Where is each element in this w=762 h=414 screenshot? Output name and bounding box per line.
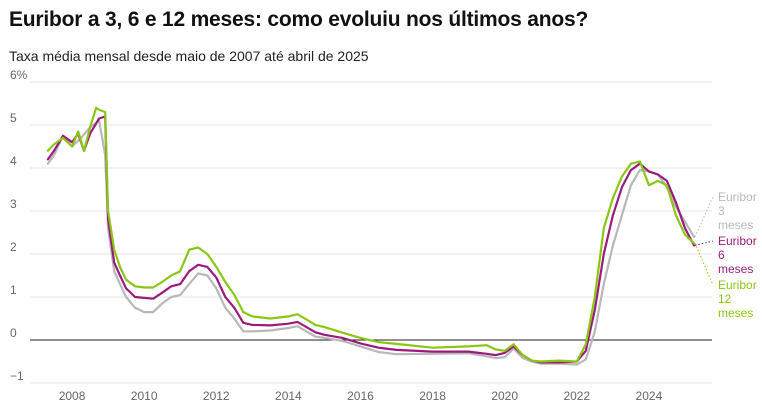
series-label-euribor-12-meses: Euribor 12 meses bbox=[718, 278, 757, 320]
series-label-line: meses bbox=[718, 306, 753, 320]
x-tick-label: 2008 bbox=[59, 389, 86, 403]
series-label-euribor-3-meses: Euribor 3 meses bbox=[718, 190, 757, 232]
series-label-euribor-6-meses: Euribor 6 meses bbox=[718, 234, 757, 276]
x-tick-label: 2016 bbox=[347, 389, 374, 403]
chart-title: Euribor a 3, 6 e 12 meses: como evoluiu … bbox=[9, 8, 589, 31]
x-tick-label: 2020 bbox=[491, 389, 518, 403]
y-tick-label: −1 bbox=[10, 369, 24, 383]
y-tick-label: 2 bbox=[10, 240, 17, 254]
x-tick-label: 2010 bbox=[131, 389, 158, 403]
y-tick-label: 0 bbox=[10, 326, 17, 340]
series-line-euribor-12-meses bbox=[46, 106, 696, 363]
x-tick-label: 2014 bbox=[275, 389, 302, 403]
series-label-leader bbox=[694, 240, 714, 246]
series-label-line: Euribor bbox=[718, 278, 757, 292]
series-label-line: 6 bbox=[718, 248, 725, 262]
x-tick-label: 2024 bbox=[636, 389, 663, 403]
chart-subtitle: Taxa média mensal desde maio de 2007 até… bbox=[9, 48, 369, 64]
series-label-line: Euribor bbox=[718, 190, 757, 204]
series-label-line: 12 bbox=[718, 292, 732, 306]
series-line-euribor-3-meses bbox=[46, 119, 696, 366]
y-tick-label: 5 bbox=[10, 111, 17, 125]
series-label-line: meses bbox=[718, 262, 753, 276]
y-tick-label: 6% bbox=[10, 68, 28, 82]
series-label-line: 3 bbox=[718, 204, 725, 218]
x-tick-label: 2022 bbox=[563, 389, 590, 403]
series-label-leader bbox=[694, 243, 714, 286]
series-label-line: Euribor bbox=[718, 234, 757, 248]
series-label-line: meses bbox=[718, 218, 753, 232]
series-label-leader bbox=[694, 196, 714, 238]
y-tick-label: 1 bbox=[10, 283, 17, 297]
series-line-euribor-6-meses bbox=[46, 115, 696, 364]
x-tick-label: 2018 bbox=[419, 389, 446, 403]
y-tick-label: 3 bbox=[10, 197, 17, 211]
y-tick-label: 4 bbox=[10, 154, 17, 168]
x-tick-label: 2012 bbox=[203, 389, 230, 403]
